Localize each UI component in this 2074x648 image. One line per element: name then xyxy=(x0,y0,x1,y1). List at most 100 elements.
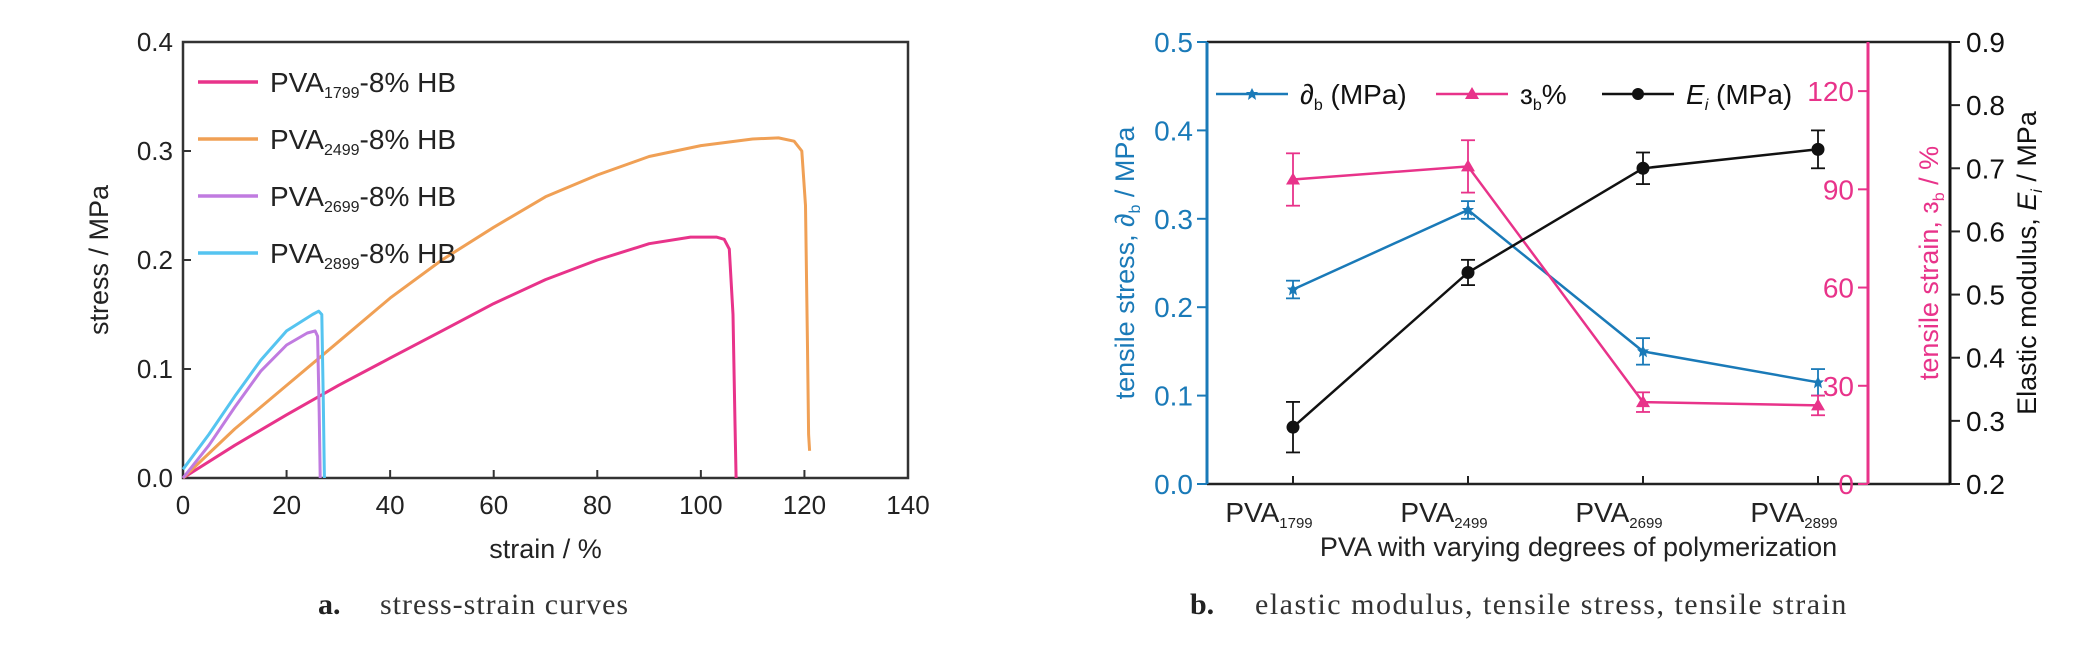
panel-b-modulus-tick-label: 0.2 xyxy=(1966,469,2005,500)
panel-b-category-label-1799: PVA1799 xyxy=(1225,497,1312,532)
panel-b-series-line-right2 xyxy=(1292,148,1819,429)
panel-a-x-tick-label: 80 xyxy=(583,490,612,520)
panel-b-category-label-2499-part: 2499 xyxy=(1454,515,1487,532)
panel-a-legend-label-1799: PVA1799-8% HB xyxy=(270,67,456,102)
panel-b-strain-tick-label: 120 xyxy=(1807,76,1854,107)
panel-b-category-label-2499-part: PVA xyxy=(1400,497,1454,528)
panel-b-strain-tick-label: 0 xyxy=(1838,469,1854,500)
panel-a-y-tick-label: 0.0 xyxy=(137,463,173,493)
panel-a-legend-label-2899-part: PVA xyxy=(270,238,324,269)
panel-a-legend-label-2499-part: PVA xyxy=(270,124,324,155)
panel-a-x-tick-label: 0 xyxy=(176,490,190,520)
panel-b-point-right2 xyxy=(1461,265,1475,279)
panel-a-y-tick-label: 0.3 xyxy=(137,136,173,166)
panel-b-point-right1 xyxy=(1811,398,1825,411)
panel-b-legend-label-right2-part: (MPa) xyxy=(1708,79,1792,110)
panel-a-legend-label-2899-part: -8% HB xyxy=(360,238,456,269)
panel-b-strain-axis-title-part: b xyxy=(1931,192,1948,201)
panel-b-left-axis-title-part: b xyxy=(1127,205,1144,214)
panel-b-strain-axis-title-group: tensile strain, ɜb / % xyxy=(1914,146,1948,380)
panel-b-point-right1 xyxy=(1286,172,1300,185)
panel-b-modulus-tick-label: 0.7 xyxy=(1966,153,2005,184)
panel-b-strain-axis-title-part: / % xyxy=(1914,146,1944,193)
panel-a-legend-label-2899-part: 2899 xyxy=(324,256,360,273)
panel-a-y-axis-label: stress / MPa xyxy=(84,184,114,335)
panel-b-strain-axis-title-part: tensile strain, xyxy=(1914,214,1944,381)
panel-b-modulus-tick-label: 0.9 xyxy=(1966,27,2005,58)
panel-b-left-tick-label: 0.3 xyxy=(1154,204,1193,235)
panel-a-series-line-1799 xyxy=(182,235,738,480)
panel-b-modulus-axis-title-part: E xyxy=(2012,192,2042,211)
panel-b-point-right1 xyxy=(1636,395,1650,408)
panel-a-legend-label-1799-part: -8% HB xyxy=(360,67,456,98)
panel-b-legend-marker xyxy=(1465,87,1479,99)
panel-b-legend-label-right1-part: ɜ xyxy=(1520,79,1533,110)
panel-b-legend-label-right2-part: i xyxy=(1705,97,1709,114)
panel-b-point-right2 xyxy=(1811,142,1825,156)
panel-a-legend-label-2499: PVA2499-8% HB xyxy=(270,124,456,159)
panel-b-modulus-tick-label: 0.4 xyxy=(1966,343,2005,374)
panel-a-y-tick-label: 0.1 xyxy=(137,354,173,384)
panel-a-series-line-2899 xyxy=(181,309,326,479)
panel-b-left-tick-label: 0.1 xyxy=(1154,381,1193,412)
panel-b-left-tick-label: 0.4 xyxy=(1154,115,1193,146)
panel-b-point-left xyxy=(1287,283,1299,296)
panel-a-legend-label-2499-part: -8% HB xyxy=(360,124,456,155)
panel-a-series-line-2699 xyxy=(181,329,322,479)
panel-b-legend-label-right1-part: % xyxy=(1542,79,1567,110)
panel-b-category-label-1799-part: PVA xyxy=(1225,497,1279,528)
panel-b-x-axis-label: PVA with varying degrees of polymerizati… xyxy=(1320,532,1837,562)
panel-b-strain-tick-label: 90 xyxy=(1823,174,1854,205)
panel-b-modulus-tick-label: 0.6 xyxy=(1966,216,2005,247)
panel-a-x-tick-label: 40 xyxy=(376,490,405,520)
panel-b-left-tick-label: 0.5 xyxy=(1154,27,1193,58)
panel-b-modulus-axis-title-group: Elastic modulus, Ei / MPa xyxy=(2012,110,2046,415)
panel-b-modulus-axis-title-part: / MPa xyxy=(2012,110,2042,189)
panel-b-legend-label-left: ∂b (MPa) xyxy=(1300,79,1407,114)
panel-a-x-tick-label: 120 xyxy=(783,490,826,520)
panel-b-category-label-2899-part: 2899 xyxy=(1804,515,1837,532)
panel-a-legend-label-2899: PVA2899-8% HB xyxy=(270,238,456,273)
panel-a-x-tick-label: 60 xyxy=(479,490,508,520)
panel-b-caption: elastic modulus, tensile stress, tensile… xyxy=(1255,588,1848,621)
panel-b-series-line-left xyxy=(1292,208,1819,384)
panel-b-left-axis-title: tensile stress, ∂b / MPa xyxy=(1110,126,1144,400)
panel-b-left-tick-label: 0.0 xyxy=(1154,469,1193,500)
panel-a-y-tick-label: 0.4 xyxy=(137,27,173,57)
panel-b-strain-axis-title-part: ɜ xyxy=(1914,201,1944,213)
panel-b-point-right2 xyxy=(1286,420,1300,434)
panel-a-label: a. xyxy=(318,588,341,621)
panel-b-legend-label-right2: Ei (MPa) xyxy=(1686,79,1792,114)
panel-b-label: b. xyxy=(1190,588,1214,621)
panel-b-strain-axis-title: tensile strain, ɜb / % xyxy=(1914,146,1948,380)
panel-b-legend-label-right1-part: b xyxy=(1533,97,1542,114)
panel-b-modulus-tick-label: 0.8 xyxy=(1966,90,2005,121)
panel-a-series-line-2499 xyxy=(181,136,812,480)
panel-b-series-line-right1 xyxy=(1292,165,1819,407)
panel-b-left-axis-title-part: tensile stress, xyxy=(1110,227,1140,400)
panel-a-legend-label-2699-part: PVA xyxy=(270,181,324,212)
panel-a-legend-label-2699-part: 2699 xyxy=(324,199,360,216)
panel-b-modulus-axis-title: Elastic modulus, Ei / MPa xyxy=(2012,110,2046,415)
panel-b-modulus-axis-title-part: Elastic modulus, xyxy=(2012,211,2042,415)
panel-b-modulus-tick-label: 0.3 xyxy=(1966,406,2005,437)
panel-b-strain-tick-label: 30 xyxy=(1823,371,1854,402)
panel-b-strain-tick-label: 60 xyxy=(1823,273,1854,304)
panel-b-category-label-1799-part: 1799 xyxy=(1279,515,1312,532)
panel-b-legend-marker xyxy=(1632,88,1644,100)
panel-a-legend-label-2699: PVA2699-8% HB xyxy=(270,181,456,216)
panel-a-legend-label-1799-part: PVA xyxy=(270,67,324,98)
panel-b-left-axis-title-group: tensile stress, ∂b / MPa xyxy=(1110,126,1144,400)
panel-b-category-label-2699-part: PVA xyxy=(1575,497,1629,528)
panel-a-x-axis-label: strain / % xyxy=(489,534,602,564)
panel-b-point-left xyxy=(1812,376,1824,389)
panel-b-legend-label-right2-part: E xyxy=(1686,79,1705,110)
panel-b-left-tick-label: 0.2 xyxy=(1154,292,1193,323)
panel-b-category-label-2499: PVA2499 xyxy=(1400,497,1487,532)
panel-a-legend-label-2499-part: 2499 xyxy=(324,142,360,159)
panel-b-legend-marker xyxy=(1246,88,1258,100)
panel-b-modulus-tick-label: 0.5 xyxy=(1966,280,2005,311)
panel-b-left-axis-title-part: ∂ xyxy=(1110,214,1140,227)
